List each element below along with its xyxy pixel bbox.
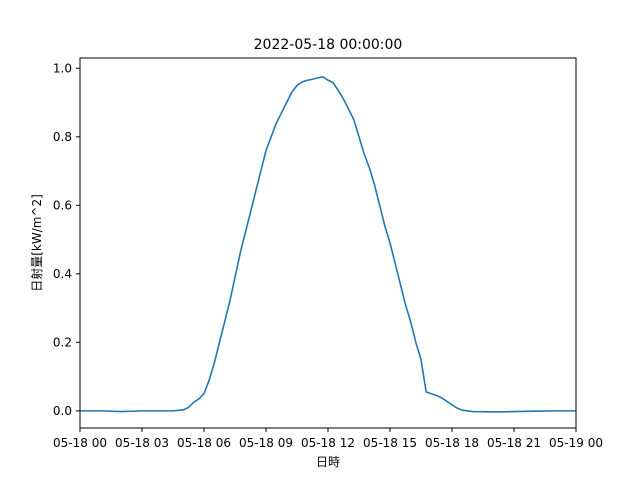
x-tick-label: 05-18 18 <box>425 436 479 450</box>
series-group <box>80 76 576 413</box>
x-tick-label: 05-18 03 <box>115 436 169 450</box>
x-tick-label: 05-18 09 <box>239 436 293 450</box>
plot-frame <box>79 57 577 429</box>
x-tick-label: 05-19 00 <box>549 436 603 450</box>
y-tick-label: 0.0 <box>53 404 72 418</box>
y-tick-label: 0.8 <box>53 130 72 144</box>
y-axis-label: 日射量[kW/m^2] <box>29 194 44 292</box>
chart-title: 2022-05-18 00:00:00 <box>254 37 403 53</box>
x-tick-label: 05-18 15 <box>363 436 417 450</box>
x-axis-label: 日時 <box>316 455 340 469</box>
y-tick-label: 0.4 <box>53 267 72 281</box>
y-tick-label: 0.2 <box>53 335 72 349</box>
y-tick-label: 1.0 <box>53 61 72 75</box>
y-tick-label: 0.6 <box>53 198 72 212</box>
x-axis-ticks: 05-18 00 05-18 03 05-18 06 05-18 09 05-18 12… <box>53 428 603 450</box>
series-line <box>80 76 576 413</box>
x-tick-label: 05-18 21 <box>487 436 541 450</box>
plot-background <box>80 58 576 428</box>
y-axis-ticks: 0.0 0.2 0.4 0.6 0.8 1.0 <box>53 61 80 418</box>
x-tick-label: 05-18 12 <box>301 436 355 450</box>
x-tick-label: 05-18 06 <box>177 436 231 450</box>
x-tick-label: 05-18 00 <box>53 436 107 450</box>
